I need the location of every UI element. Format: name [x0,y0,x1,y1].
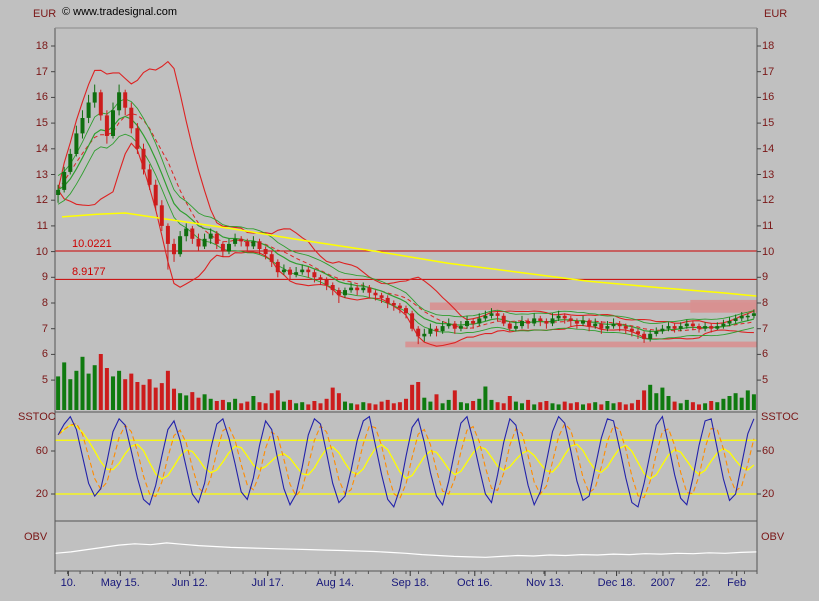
x-axis-tick-label: Jul 17. [251,577,284,589]
price-zone [690,299,757,313]
bollinger-mid-dashed-line [57,113,754,332]
x-axis-tick-label: Sep 18. [391,577,430,589]
price-tick-label-left: 18 [35,40,48,52]
price-chart-area[interactable] [55,28,757,412]
stochastic-panel-label-right: SSTOC [761,411,799,423]
price-axis-label-right: EUR [764,8,788,20]
stoch-d-line [57,422,755,500]
price-tick-label-right: 11 [762,219,774,232]
obv-panel-label-left: OBV [24,531,48,543]
candlestick-series [56,84,756,345]
obv-chart-area[interactable] [55,524,757,570]
x-axis-tick-label: Oct 16. [457,577,493,589]
bollinger-upper-line [57,60,755,325]
stochastic-panel-label-left: SSTOC [18,411,56,423]
price-tick-label-left: 13 [35,168,48,181]
price-tick-label-left: 17 [35,65,48,78]
hline-price-label-1: 10.0221 [72,238,112,250]
price-tick-label-left: 8 [41,297,48,309]
price-zone [405,341,757,348]
stoch-tick-label-left: 60 [35,445,48,457]
x-axis-tick-label: 10. [60,577,76,589]
price-axis-label-left: EUR [33,8,57,20]
price-tick-label-right: 5 [762,374,769,387]
obv-line [54,542,758,558]
stoch-tick-label-left: 20 [35,488,48,500]
price-zone [429,302,757,310]
price-tick-label-right: 14 [762,142,775,155]
x-axis-tick-label: Nov 13. [526,577,564,589]
price-tick-label-left: 15 [35,117,48,130]
price-tick-label-left: 10 [35,245,48,258]
x-axis-tick-label: Dec 18. [597,577,636,589]
price-tick-label-right: 16 [762,91,775,104]
price-tick-label-left: 5 [41,374,48,387]
x-axis-tick-label: May 15. [100,577,140,589]
x-axis-tick-label: 22. [695,577,711,589]
price-tick-label-right: 7 [762,322,769,335]
green-upper-line [57,98,755,324]
x-axis-tick-label: 2007 [650,577,676,589]
price-tick-label-left: 9 [41,271,48,284]
price-tick-label-right: 10 [762,245,775,258]
axes [51,27,761,576]
green-ma-line [57,115,755,333]
price-tick-label-right: 8 [762,297,769,309]
price-tick-label-left: 11 [36,219,48,232]
x-axis-tick-label: Feb [727,577,747,589]
highlight-zones [405,299,757,348]
stoch-slow-line [57,424,755,480]
price-tick-label-left: 16 [35,91,48,104]
obv-series [54,542,758,558]
price-tick-label-left: 6 [41,348,48,361]
price-tick-label-left: 7 [41,322,48,335]
price-tick-label-right: 18 [762,40,775,52]
price-tick-label-left: 14 [35,142,48,155]
price-tick-label-right: 15 [762,117,775,130]
x-axis-tick-label: Jun 12. [171,577,208,589]
x-axis-tick-label: Aug 14. [316,577,355,589]
stoch-tick-label-right: 20 [762,488,775,500]
price-tick-label-right: 6 [762,348,769,361]
stochastic-series [55,415,757,509]
price-tick-label-right: 17 [762,65,775,78]
volume-bars [56,354,756,410]
price-tick-label-left: 12 [35,194,48,207]
stoch-k-line [57,415,755,509]
stoch-tick-label-right: 60 [762,445,775,457]
price-tick-label-right: 12 [762,194,775,207]
hline-price-label-2: 8.9177 [72,266,106,278]
yellow-long-ma-line [61,212,758,297]
price-tick-label-right: 13 [762,168,775,181]
price-tick-label-right: 9 [762,271,769,284]
stochastic-chart-area[interactable] [55,418,757,518]
obv-panel-label-right: OBV [761,531,785,543]
copyright-text: © www.tradesignal.com [62,6,178,18]
